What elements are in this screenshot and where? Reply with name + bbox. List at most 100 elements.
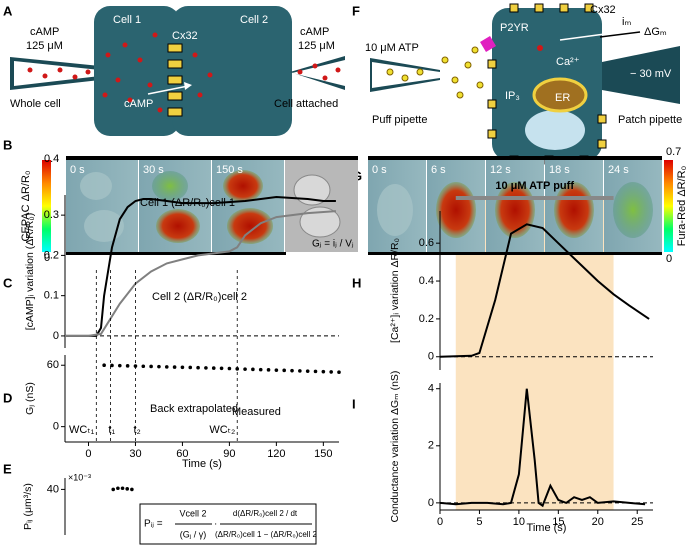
point xyxy=(141,364,146,369)
label: Cell 1 xyxy=(113,14,141,26)
point xyxy=(313,369,318,374)
series-label: Cell 2 (ΔR/R₀)cell 2 xyxy=(152,291,247,303)
eq-text: Vcell 2 xyxy=(179,508,206,518)
cell-image xyxy=(227,208,273,244)
time-label: 150 s xyxy=(216,164,243,176)
point xyxy=(235,367,240,371)
point xyxy=(305,369,310,373)
point xyxy=(130,487,134,492)
cell-image xyxy=(152,171,188,201)
chart: 10 μM ATP puff 0 0.2 0.4 0.6 [Ca²⁺]ᵢ variatio… xyxy=(389,180,653,370)
point xyxy=(258,367,263,372)
receptor xyxy=(480,36,496,52)
point xyxy=(111,487,116,492)
scale-label: ×10⁻³ xyxy=(68,472,91,482)
cell xyxy=(172,6,292,136)
marker-label: WCₜ₁ xyxy=(69,424,95,436)
label: P2YR xyxy=(500,22,529,34)
marker-label: t₂ xyxy=(133,424,140,436)
point xyxy=(157,364,161,369)
point xyxy=(172,365,177,369)
bar xyxy=(368,156,662,160)
point xyxy=(290,368,294,373)
cell-image xyxy=(80,172,112,200)
point xyxy=(219,366,224,371)
point xyxy=(227,366,232,371)
y-tick-label: 4 xyxy=(428,383,434,395)
nucleus xyxy=(525,110,585,150)
pipette xyxy=(602,46,680,104)
colorbar-title: CEPAC ΔR/R₀ xyxy=(20,171,32,242)
panel-label: E xyxy=(3,461,12,476)
stimulus-bar xyxy=(455,196,614,200)
panel-label: C xyxy=(3,275,13,290)
marker-label: t₁ xyxy=(108,424,115,436)
panel-label: H xyxy=(352,275,361,290)
cell-image xyxy=(299,206,341,238)
label: ER xyxy=(555,92,570,104)
colorbar-label: 0.7 xyxy=(666,146,681,158)
line xyxy=(65,210,336,337)
y-axis-label: Conductance variation ΔGₘ (nS) xyxy=(389,371,401,523)
cell xyxy=(94,6,180,136)
y-axis-label: [Ca²⁺]ᵢ variation ΔR/R₀ xyxy=(389,238,401,343)
cell-image xyxy=(377,184,413,236)
point xyxy=(243,367,247,371)
label: 10 μM ATP xyxy=(365,42,419,54)
label: Ca²⁺ xyxy=(556,56,580,68)
x-axis-label: Time (s) xyxy=(527,522,567,534)
point xyxy=(125,364,130,368)
arrowhead xyxy=(184,82,192,90)
label: Whole cell xyxy=(10,98,61,110)
x-axis-label: Time (s) xyxy=(182,458,222,470)
equation: Pᵢⱼ = Vcell 2 (Gⱼ / γ) · d(ΔR/R₀)cell 2 … xyxy=(139,503,318,545)
er xyxy=(532,77,588,113)
pipette-lumen xyxy=(14,61,100,86)
cell-image xyxy=(84,210,124,242)
y-tick-label: 0 xyxy=(428,497,434,509)
label: cAMP xyxy=(124,98,153,110)
y-tick-label: 0 xyxy=(428,351,434,363)
time-label: 18 s xyxy=(549,164,570,176)
x-tick-label: 0 xyxy=(85,448,91,460)
series-label: Measured xyxy=(232,406,281,418)
line xyxy=(439,223,650,358)
colorbar-label: 0.4 xyxy=(44,153,59,165)
label: iₘ xyxy=(622,16,631,28)
time-label: 12 s xyxy=(490,164,511,176)
cell-image xyxy=(223,170,263,202)
label: Cell attached xyxy=(274,98,338,110)
colorbar-title: Fura-Red ΔR/R₀ xyxy=(676,166,687,246)
eq-text: (ΔR/R₀)cell 1 − (ΔR/R₀)cell 2 xyxy=(215,530,318,539)
eq-text: (Gⱼ / γ) xyxy=(180,529,207,539)
arrow xyxy=(599,31,641,38)
point xyxy=(196,365,200,370)
x-tick-label: 25 xyxy=(631,516,643,528)
label: ΔGₘ xyxy=(644,26,667,38)
y-tick-label: 0.1 xyxy=(44,290,59,302)
y-axis-label: Gⱼ (nS) xyxy=(24,382,36,415)
pipette-lumen xyxy=(292,60,345,86)
x-tick-label: 30 xyxy=(129,448,141,460)
equation-box xyxy=(139,503,317,545)
bar xyxy=(66,156,358,160)
chart: 0 2 4 Conductance variation ΔGₘ (nS) 0 5 10 15 2… xyxy=(389,371,653,534)
point xyxy=(251,367,255,372)
cell-image xyxy=(613,182,653,238)
point xyxy=(266,368,271,372)
label: − 30 mV xyxy=(630,68,672,80)
arrow xyxy=(147,85,189,95)
point xyxy=(120,486,125,491)
point xyxy=(133,364,138,368)
panel-g: 0.7 0 Fura-Red ΔR/R₀ 0 s 6 s 12 s 18 s 2… xyxy=(368,146,687,265)
panel-label: F xyxy=(352,3,360,18)
point xyxy=(164,365,169,369)
y-tick-label: 0 xyxy=(53,330,59,342)
label: IP₃ xyxy=(505,90,520,102)
chart: 0 60 Gⱼ (nS) 0 30 60 90 120 150 Time (s) WCₜ₁ t₁ t₂ W… xyxy=(24,270,341,470)
label: Cx32 xyxy=(590,4,616,16)
point xyxy=(329,370,333,374)
series-label: Cell 1 (ΔR/R₀)cell 1 xyxy=(140,197,235,209)
x-tick-label: 120 xyxy=(267,448,285,460)
label: cAMP xyxy=(300,26,329,38)
